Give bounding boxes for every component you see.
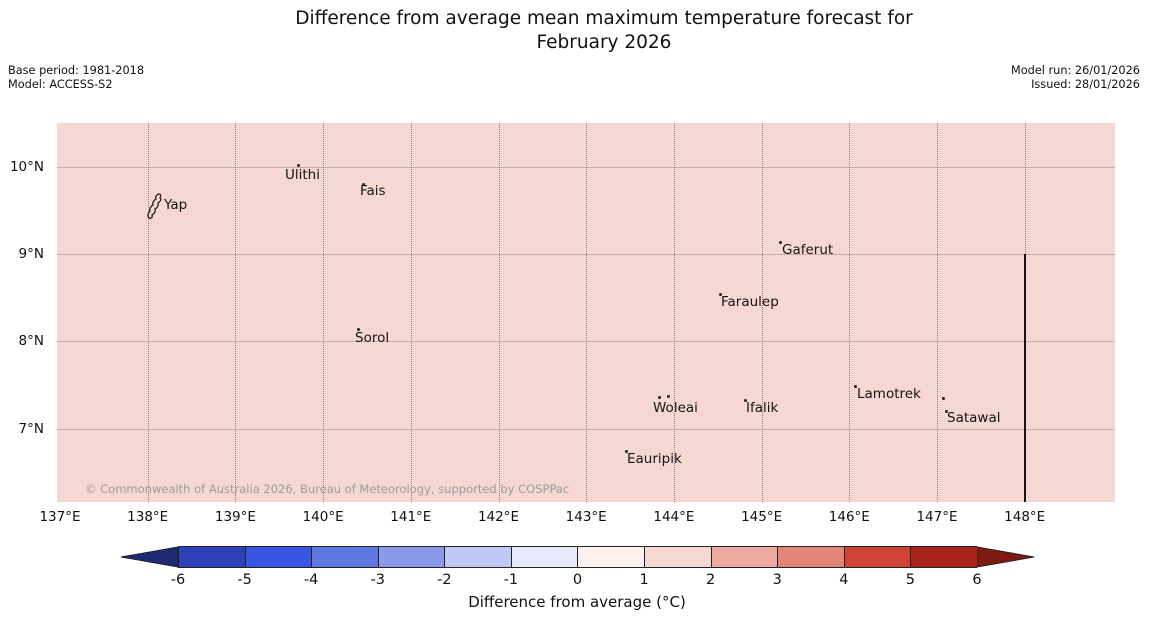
colorbar-tick-label: -5 (237, 572, 252, 588)
colorbar-tick-label: -3 (370, 572, 385, 588)
colorbar-segment (777, 546, 844, 568)
colorbar-right-arrow (976, 546, 1035, 568)
yap-island-outline-icon (145, 191, 165, 225)
longitude-gridline (147, 123, 149, 502)
island-label-woleai: Woleai (653, 400, 698, 416)
island-label-eauripik: Eauripik (627, 451, 682, 467)
longitude-tick-label: 146°E (828, 509, 870, 525)
colorbar-tick-label: 0 (572, 572, 583, 588)
copyright-text: © Commonwealth of Australia 2026, Bureau… (85, 482, 570, 496)
longitude-gridline (498, 123, 500, 502)
longitude-gridline (586, 123, 588, 502)
colorbar-tick-label: 1 (639, 572, 649, 588)
island-marker-dot (744, 399, 747, 402)
colorbar-tick-label: -1 (503, 572, 519, 588)
colorbar-tick-label: 3 (772, 572, 782, 588)
island-label-faraulep: Faraulep (721, 294, 779, 310)
longitude-tick-label: 142°E (477, 509, 520, 525)
region-boundary-line (1023, 254, 1026, 502)
longitude-gridline (673, 123, 675, 502)
longitude-gridline (761, 123, 763, 502)
longitude-tick-label: 144°E (653, 509, 695, 525)
island-label-fais: Fais (360, 183, 386, 199)
island-marker-dot (658, 396, 661, 399)
chart-title-line2: February 2026 (536, 32, 672, 53)
model-run-text: Model run: 26/01/2026 (1011, 64, 1140, 77)
latitude-gridline (57, 341, 1115, 342)
chart-title: Difference from average mean maximum tem… (104, 7, 1104, 55)
longitude-tick-label: 148°E (1004, 509, 1046, 525)
longitude-gridline (323, 123, 325, 502)
map-area: Yap Ulithi Fais Gaferut Faraulep Sorol Woleai I… (57, 123, 1115, 502)
island-marker-dot (942, 397, 945, 400)
longitude-tick-label: 143°E (565, 509, 607, 525)
colorbar: -6 -5 -4 -3 -2 -1 0 1 2 3 4 5 6 (120, 546, 1035, 588)
colorbar-segment (644, 546, 711, 568)
colorbar-tick-label: -6 (170, 572, 186, 588)
latitude-tick-label: 9°N (18, 246, 44, 262)
colorbar-label: Difference from average (°C) (468, 593, 686, 611)
island-marker-dot (362, 183, 365, 186)
island-label-ifalik: Ifalik (746, 400, 779, 416)
longitude-gridline (849, 123, 851, 502)
model-info: Base period: 1981-2018 Model: ACCESS-S2 (8, 64, 144, 92)
colorbar-segment (311, 546, 378, 568)
island-label-ulithi: Ulithi (285, 167, 320, 183)
colorbar-segment (710, 546, 778, 568)
colorbar-segment (910, 546, 977, 568)
colorbar-segment (444, 546, 511, 568)
base-period-text: Base period: 1981-2018 (8, 64, 145, 77)
island-label-lamotrek: Lamotrek (857, 386, 921, 402)
island-marker-dot (625, 450, 628, 453)
latitude-gridline (57, 254, 1115, 255)
colorbar-tick-label: -2 (437, 572, 452, 588)
island-marker-dot (667, 395, 670, 398)
longitude-tick-label: 137°E (39, 509, 81, 525)
latitude-tick-label: 7°N (18, 421, 44, 437)
model-name-text: Model: ACCESS-S2 (8, 78, 113, 91)
island-marker-dot (779, 241, 782, 244)
chart-title-line1: Difference from average mean maximum tem… (295, 8, 913, 29)
longitude-tick-label: 139°E (214, 509, 256, 525)
longitude-tick-label: 147°E (916, 509, 958, 525)
colorbar-segment (510, 546, 578, 568)
latitude-gridline (57, 429, 1115, 430)
longitude-tick-label: 145°E (741, 509, 783, 525)
island-marker-dot (297, 164, 300, 167)
colorbar-tick-label: 4 (839, 572, 849, 588)
colorbar-segment (843, 546, 911, 568)
island-marker-dot (357, 328, 360, 331)
colorbar-segment (178, 546, 245, 568)
longitude-tick-label: 138°E (127, 509, 169, 525)
longitude-gridline (410, 123, 412, 502)
island-label-yap: Yap (164, 197, 188, 213)
run-info: Model run: 26/01/2026 Issued: 28/01/2026 (1011, 64, 1140, 92)
longitude-tick-label: 140°E (302, 509, 344, 525)
colorbar-tick-label: 5 (905, 572, 916, 588)
colorbar-segment (377, 546, 445, 568)
island-label-gaferut: Gaferut (782, 242, 834, 258)
colorbar-tick-label: -4 (303, 572, 319, 588)
island-marker-dot (945, 410, 948, 413)
latitude-tick-label: 8°N (18, 333, 44, 349)
island-marker-dot (719, 293, 722, 296)
colorbar-segment (244, 546, 312, 568)
latitude-tick-label: 10°N (9, 159, 44, 175)
longitude-gridline (937, 123, 938, 502)
longitude-tick-label: 141°E (390, 509, 432, 525)
latitude-gridline (57, 167, 1115, 168)
longitude-gridline (235, 123, 237, 502)
colorbar-tick-label: 2 (706, 572, 716, 588)
issued-text: Issued: 28/01/2026 (1031, 78, 1140, 91)
colorbar-left-arrow (120, 546, 179, 568)
island-label-sorol: Sorol (355, 330, 390, 346)
colorbar-segment (577, 546, 645, 568)
island-marker-dot (854, 385, 857, 388)
island-label-satawal: Satawal (947, 410, 1001, 426)
colorbar-tick-label: 6 (972, 572, 982, 588)
